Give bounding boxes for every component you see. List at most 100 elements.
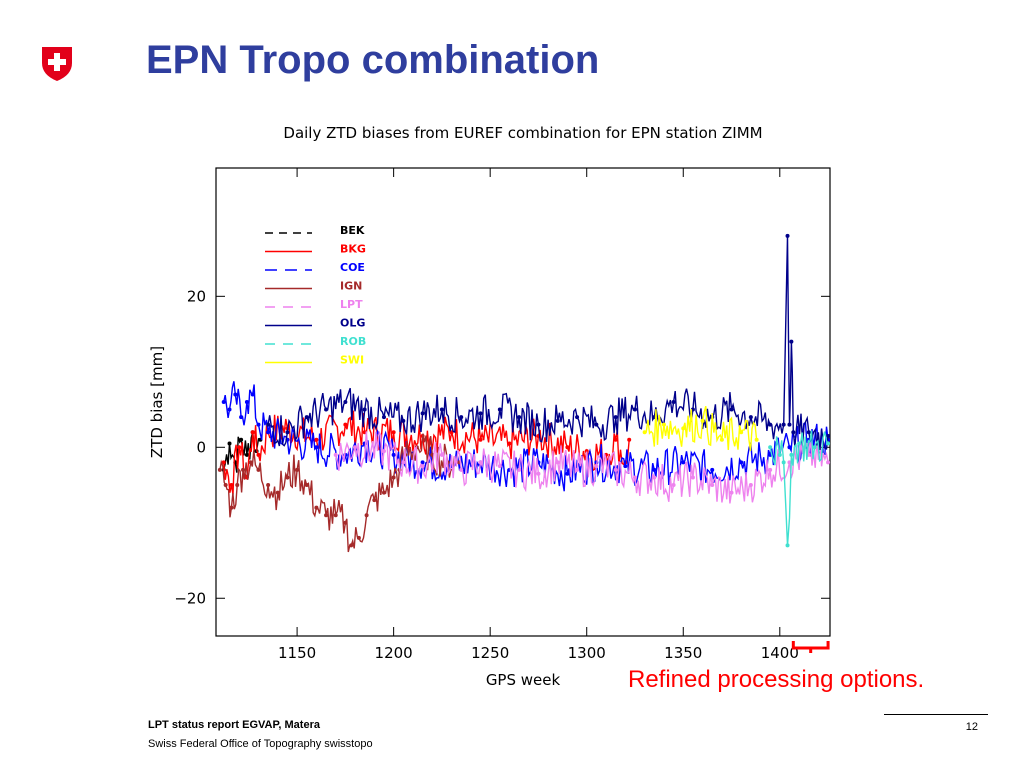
data-point-lpt <box>594 464 599 469</box>
data-point-lpt <box>575 467 580 472</box>
data-point-lpt <box>517 467 522 472</box>
data-point-ign <box>217 467 222 472</box>
data-point-olg <box>594 422 599 427</box>
y-tick-label: −20 <box>174 589 206 607</box>
data-point-coe <box>739 460 744 465</box>
data-point-olg <box>806 430 811 435</box>
data-point-olg <box>536 422 541 427</box>
chart-title: Daily ZTD biases from EUREF combination … <box>283 124 762 142</box>
data-point-bkg <box>565 445 570 450</box>
slide-title: EPN Tropo combination <box>146 38 600 82</box>
data-point-coe <box>652 467 657 472</box>
data-point-olg <box>781 422 786 427</box>
data-point-rob <box>826 441 831 446</box>
data-point-ign <box>391 475 396 480</box>
legend-label-olg: OLG <box>340 317 365 330</box>
data-point-olg <box>362 407 367 412</box>
series-line-swi <box>644 406 758 452</box>
data-point-ign <box>256 467 261 472</box>
data-point-lpt <box>401 460 406 465</box>
data-point-swi <box>681 426 686 431</box>
data-point-ign <box>333 513 338 518</box>
data-point-ign <box>372 498 377 503</box>
data-point-ign <box>381 490 386 495</box>
legend-label-coe: COE <box>340 261 365 274</box>
data-point-lpt <box>710 483 715 488</box>
data-point-bek <box>239 437 244 442</box>
data-point-ign <box>285 475 290 480</box>
data-point-lpt <box>748 483 753 488</box>
data-point-coe <box>314 445 319 450</box>
data-point-ign <box>235 483 240 488</box>
page-number: 12 <box>965 721 978 733</box>
data-point-olg <box>517 415 522 420</box>
data-point-ign <box>295 467 300 472</box>
data-point-lpt <box>768 467 773 472</box>
data-point-olg <box>478 411 483 416</box>
data-point-ign <box>304 483 309 488</box>
x-tick-label: 1400 <box>761 644 799 662</box>
data-point-rob <box>797 441 802 446</box>
data-point-bkg <box>584 449 589 454</box>
refined-options-bracket <box>791 641 830 653</box>
data-point-ign <box>229 505 234 510</box>
data-point-olg <box>729 407 734 412</box>
data-point-coe <box>266 430 271 435</box>
data-point-bkg <box>627 437 632 442</box>
data-point-olg <box>266 422 271 427</box>
data-point-coe <box>221 400 226 404</box>
data-point-coe <box>787 445 792 450</box>
ztd-bias-chart: Daily ZTD biases from EUREF combination … <box>148 124 831 689</box>
data-point-olg <box>671 400 676 404</box>
x-tick-label: 1250 <box>471 644 509 662</box>
data-point-rob <box>768 445 773 450</box>
data-point-bkg <box>237 445 242 450</box>
data-point-rob <box>777 452 782 457</box>
data-point-olg <box>304 415 309 420</box>
data-point-coe <box>565 471 570 476</box>
legend-label-rob: ROB <box>340 335 366 348</box>
data-point-ign <box>223 483 228 488</box>
data-point-bkg <box>613 437 618 442</box>
data-point-lpt <box>353 445 358 450</box>
data-point-olg <box>285 430 290 435</box>
series-line-bkg <box>223 410 630 495</box>
series-layer <box>217 233 831 553</box>
legend-label-bek: BEK <box>340 224 365 237</box>
data-point-olg <box>401 418 406 423</box>
data-point-coe <box>420 460 425 465</box>
x-tick-label: 1150 <box>278 644 316 662</box>
data-point-lpt <box>381 449 386 454</box>
data-point-swi <box>754 437 759 442</box>
plot-frame <box>215 167 831 637</box>
data-point-coe <box>256 422 261 427</box>
data-point-coe <box>239 415 244 420</box>
data-point-olg <box>555 418 560 423</box>
refined-processing-note: Refined processing options. <box>628 666 925 693</box>
data-point-ign <box>364 513 369 518</box>
data-point-swi <box>642 430 647 435</box>
data-point-lpt <box>420 464 425 469</box>
data-point-bkg <box>391 430 396 435</box>
data-point-coe <box>250 392 255 397</box>
data-point-lpt <box>690 475 695 480</box>
data-point-lpt <box>826 460 831 465</box>
footer-divider <box>884 714 988 715</box>
x-axis-label: GPS week <box>486 671 561 689</box>
data-point-lpt <box>439 452 444 457</box>
data-point-bkg <box>314 437 319 442</box>
data-point-bkg <box>256 452 261 457</box>
data-point-lpt <box>729 490 734 495</box>
data-point-coe <box>681 460 686 465</box>
data-point-ign <box>343 520 348 525</box>
data-point-bkg <box>229 483 234 488</box>
data-point-olg <box>497 407 502 412</box>
data-point-rob <box>812 445 817 450</box>
data-point-olg <box>789 339 794 344</box>
data-point-olg <box>381 415 386 420</box>
data-point-ign <box>266 483 271 488</box>
data-point-swi <box>661 422 666 427</box>
data-point-olg <box>785 233 790 238</box>
data-point-lpt <box>478 460 483 465</box>
data-point-ign <box>324 513 329 518</box>
